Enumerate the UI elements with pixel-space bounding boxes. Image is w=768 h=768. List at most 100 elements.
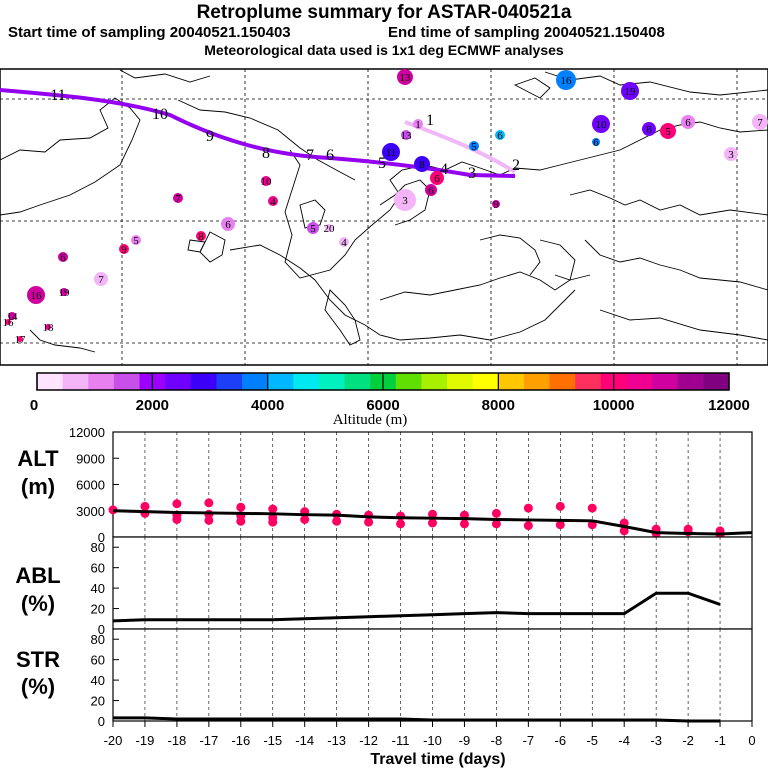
colorbar-swatch — [113, 373, 141, 390]
cluster-circle — [642, 122, 656, 136]
colorbar-tick-label: 8000 — [482, 397, 515, 414]
colorbar-swatch — [37, 373, 64, 390]
cluster-circle — [621, 82, 639, 100]
y-tick-label: 60 — [91, 653, 105, 668]
cluster-circle — [592, 115, 610, 133]
trajectory-day-label: 3 — [468, 165, 476, 182]
colorbar-swatch — [677, 373, 704, 390]
cluster-label: 4 — [341, 237, 347, 249]
cluster-circle — [430, 171, 444, 185]
cluster-label: 5 — [665, 126, 671, 138]
x-tick-label: -4 — [618, 733, 630, 748]
altitude-point — [172, 499, 182, 509]
cluster-label: 7 — [757, 117, 763, 129]
cluster-circle — [681, 115, 695, 129]
colorbar-swatch — [242, 373, 269, 390]
cluster-circle — [8, 312, 16, 320]
colorbar-swatch — [421, 373, 448, 390]
cluster-circle — [660, 123, 676, 139]
altitude-point — [491, 519, 501, 529]
x-tick-label: -11 — [392, 733, 410, 748]
altitude-point — [428, 518, 437, 528]
y-tick-label: 6000 — [76, 478, 105, 493]
x-tick-label: -20 — [104, 733, 123, 748]
panel-ylabel-unit: (m) — [21, 474, 55, 499]
cluster-label: 18 — [43, 322, 55, 334]
y-tick-label: 12000 — [69, 425, 105, 440]
colorbar-swatch — [447, 373, 474, 390]
time-series-panels: 0 3000 6000 9000 12000 ALT (m) 0 20 40 60 80 ABL (%) 0… — [15, 425, 755, 768]
cluster-label: 4 — [270, 196, 276, 208]
x-tick-label: -18 — [168, 733, 187, 748]
cluster-label: 6 — [225, 219, 231, 231]
x-tick-label: -14 — [295, 733, 314, 748]
cluster-label: 17 — [15, 334, 27, 346]
cluster-circle — [592, 138, 600, 146]
altitude-point — [140, 501, 150, 511]
colorbar-tick-label: 12000 — [708, 397, 750, 414]
end-time-label: End time of sampling 20040521.150408 — [388, 24, 665, 41]
cluster-circle — [94, 272, 108, 286]
colorbar-swatch — [523, 373, 551, 390]
cluster-label: 1 — [415, 119, 421, 131]
y-tick-label: 80 — [91, 540, 105, 555]
altitude-point — [428, 509, 437, 519]
cluster-label: 10 — [261, 176, 273, 188]
cluster-label: 5 — [471, 141, 477, 153]
series-line — [112, 591, 721, 623]
colorbar-swatch — [216, 373, 243, 390]
map-frame — [0, 68, 768, 366]
cluster-circle — [27, 286, 45, 304]
altitude-point — [523, 521, 533, 531]
x-tick-label: -2 — [682, 733, 694, 748]
x-tick-label: -8 — [491, 733, 503, 748]
start-time-label: Start time of sampling 20040521.150403 — [8, 24, 291, 41]
cluster-label: 7 — [175, 193, 181, 205]
x-tick-label: -10 — [423, 733, 442, 748]
x-tick-label: -1 — [714, 733, 726, 748]
cluster-label: 6 — [497, 130, 503, 142]
trajectory-day-label: 9 — [206, 128, 214, 145]
cluster-circle — [397, 69, 413, 85]
altitude-point — [523, 503, 533, 513]
x-tick-label: -12 — [359, 733, 378, 748]
altitude-point — [396, 519, 406, 529]
cluster-circle — [131, 235, 141, 245]
x-tick-label: 0 — [748, 733, 755, 748]
trajectory-day-label: 11 — [50, 87, 65, 104]
cluster-circle — [492, 200, 500, 208]
cluster-label: 6 — [434, 173, 440, 185]
cluster-circle — [325, 224, 333, 232]
cluster-circle — [413, 119, 423, 129]
x-tick-label: -6 — [555, 733, 567, 748]
trajectory-day-label: 4 — [440, 161, 448, 178]
cluster-label: 6 — [685, 117, 691, 129]
cluster-label: 19 — [625, 86, 637, 98]
altitude-point — [491, 508, 501, 518]
colorbar-label: Altitude (m) — [333, 412, 408, 428]
altitude-point — [268, 504, 278, 514]
cluster-circle — [382, 143, 400, 161]
trajectory-day-label: 8 — [262, 145, 270, 162]
colorbar-swatch — [344, 373, 371, 390]
x-tick-label: -7 — [523, 733, 535, 748]
colorbar-swatch — [165, 373, 192, 390]
cluster-label: 11 — [386, 147, 397, 159]
cluster-circle — [45, 324, 51, 330]
trajectory-day-label: 2 — [512, 157, 520, 174]
cluster-circle — [261, 176, 271, 186]
y-tick-label: 0 — [98, 622, 105, 637]
x-tick-label: -5 — [586, 733, 598, 748]
title-block: Retroplume summary for ASTAR-040521a Met… — [0, 0, 768, 58]
altitude-point — [332, 516, 342, 526]
y-tick-label: 40 — [91, 581, 105, 596]
series-line — [113, 716, 721, 723]
panel-ylabel-unit: (%) — [21, 674, 55, 699]
trajectory-day-label: 5 — [378, 155, 386, 172]
trajectory-line — [0, 88, 516, 178]
altitude-point — [459, 519, 469, 529]
cluster-circle — [401, 130, 411, 140]
altitude-point — [300, 515, 310, 524]
x-axis-label: Travel time (days) — [370, 751, 505, 768]
